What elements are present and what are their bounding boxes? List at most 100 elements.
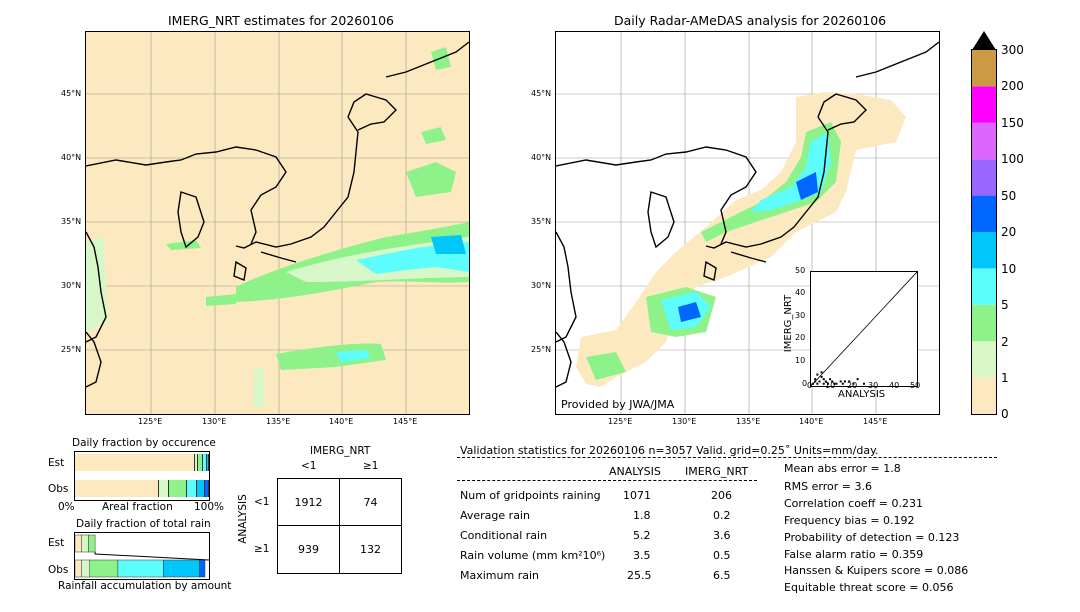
occurence-segment [196,480,206,497]
scatter-point [814,380,817,383]
colorbar-label: 5 [1001,298,1009,312]
colorbar-label: 10 [1001,262,1017,276]
scatter-point [822,382,825,385]
inset-y-tick: 10 [795,356,806,365]
occurence-axis-mid: Areal fraction [102,501,173,513]
validation-row-label: Rain volume (mm km²10⁶) [460,549,606,562]
colorbar-segment [972,195,996,232]
colorbar-label: 2 [1001,335,1009,349]
validation-imerg-value: 0.5 [713,549,731,562]
inset-x-tick: 10 [825,381,836,390]
validation-row-label: Average rain [460,509,530,522]
rain-fraction-segment [88,534,96,553]
score-line: Frequency bias = 0.192 [784,514,915,527]
scatter-point [863,382,865,385]
scatter-point [833,382,836,385]
right-map-canvas [556,32,939,414]
right-lon-tick: 135°E [736,417,761,426]
occurence-axis-right: 100% [194,501,225,513]
left-map [85,31,470,415]
right-lat-tick: 40°N [531,153,552,162]
occurence-title: Daily fraction by occurence [72,437,216,449]
colorbar-label: 1 [1001,371,1009,385]
right-lon-tick: 145°E [863,417,888,426]
rain-fraction-row-label: Est [48,537,65,549]
left-lat-tick: 30°N [61,281,82,290]
inset-x-tick: 20 [847,381,858,390]
scatter-point [843,380,846,383]
right-lon-tick: 130°E [672,417,697,426]
colorbar-segment [972,159,996,196]
validation-row-label: Num of gridpoints raining [460,489,601,502]
colorbar-segment [972,268,996,305]
right-lat-tick: 25°N [531,345,552,354]
score-line: Probability of detection = 0.123 [784,531,960,544]
validation-divider [457,457,997,458]
scatter-point [856,378,859,381]
rain-fraction-segment [117,559,164,578]
occurence-segment [205,480,209,497]
scatter-point [829,378,832,381]
inset-x-tick: 0 [807,381,813,390]
scatter-point [839,380,842,383]
score-line: False alarm ratio = 0.359 [784,548,924,561]
left-lat-tick: 35°N [61,217,82,226]
inset-x-tick: 30 [868,381,879,390]
contingency-col-label: ≥1 [363,460,379,472]
validation-row-label: Conditional rain [460,529,548,542]
rain-fraction-segment [74,559,82,578]
validation-analysis-value: 1.8 [633,509,651,522]
rain-fraction-segment [81,559,90,578]
rain-fraction-segment [199,559,206,578]
occurence-segment [169,480,187,497]
left-map-canvas [86,32,469,414]
validation-analysis-value: 3.5 [633,549,651,562]
scatter-point [818,380,821,383]
right-lat-tick: 45°N [531,89,552,98]
validation-row-label: Maximum rain [460,569,539,582]
scatter-point [816,373,819,376]
score-line: RMS error = 3.6 [784,480,872,493]
colorbar-segment [972,86,996,123]
colorbar [971,49,997,415]
inset-y-tick: 40 [795,288,806,297]
validation-analysis-value: 1071 [623,489,651,502]
scatter-point [852,382,855,385]
occurence-segment [203,454,207,471]
colorbar-label: 100 [1001,152,1024,166]
contingency-cell: 132 [339,525,402,574]
validation-imerg-value: 206 [711,489,732,502]
validation-header: Validation statistics for 20260106 n=305… [460,444,879,457]
left-lon-tick: 140°E [329,417,354,426]
contingency-row-label: ≥1 [254,543,270,555]
left-lon-tick: 145°E [393,417,418,426]
right-lon-tick: 125°E [608,417,633,426]
colorbar-label: 20 [1001,225,1017,239]
left-lon-tick: 135°E [266,417,291,426]
rain-fraction-segment [89,559,119,578]
contingency-col-title: IMERG_NRT [310,445,371,457]
right-lat-tick: 35°N [531,217,552,226]
inset-y-tick: 50 [795,266,806,275]
occurence-segment [194,454,199,471]
colorbar-segment [972,377,996,414]
occurence-row-label: Obs [48,483,69,495]
score-line: Hanssen & Kuipers score = 0.086 [784,564,969,577]
scatter-point [835,382,838,385]
occurence-bar-obs [75,480,209,497]
validation-imerg-value: 6.5 [713,569,731,582]
score-line: Mean abs error = 1.8 [784,462,901,475]
scatter-point [848,380,851,383]
scatter-point [816,382,819,385]
validation-analysis-value: 25.5 [627,569,652,582]
occurence-segment [186,480,197,497]
colorbar-label: 150 [1001,116,1024,130]
colorbar-label: 0 [1001,407,1009,421]
rain-fraction-segment [81,534,89,553]
scatter-point [841,382,844,385]
validation-analysis-value: 5.2 [633,529,651,542]
left-lon-tick: 130°E [202,417,227,426]
occurence-segment [159,480,170,497]
occurence-segment [75,480,160,497]
colorbar-segment [972,341,996,378]
